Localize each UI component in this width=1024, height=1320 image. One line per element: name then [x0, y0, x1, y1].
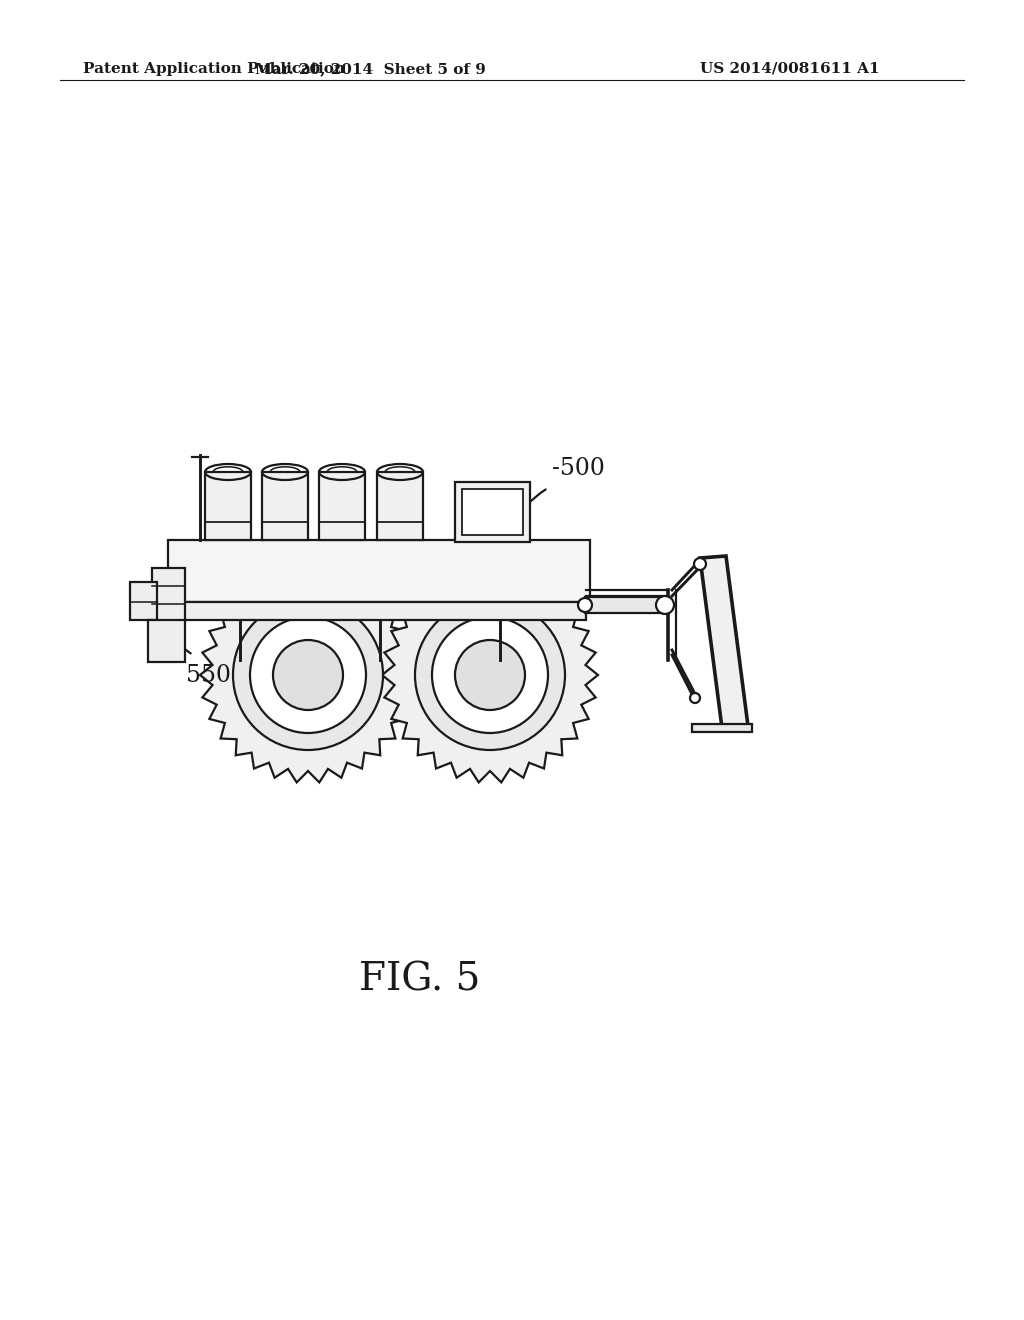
- Polygon shape: [168, 540, 590, 602]
- Polygon shape: [168, 602, 586, 620]
- Text: Patent Application Publication: Patent Application Publication: [83, 62, 345, 77]
- Circle shape: [694, 558, 706, 570]
- Polygon shape: [455, 482, 530, 543]
- Text: Mar. 20, 2014  Sheet 5 of 9: Mar. 20, 2014 Sheet 5 of 9: [255, 62, 485, 77]
- Circle shape: [656, 597, 674, 614]
- Polygon shape: [377, 473, 423, 540]
- Circle shape: [415, 601, 565, 750]
- Circle shape: [578, 598, 592, 612]
- Polygon shape: [205, 473, 251, 540]
- Text: FIG. 5: FIG. 5: [359, 961, 480, 998]
- Polygon shape: [319, 473, 365, 540]
- Text: US 2014/0081611 A1: US 2014/0081611 A1: [700, 62, 880, 77]
- Polygon shape: [585, 597, 665, 612]
- Polygon shape: [262, 473, 308, 540]
- Circle shape: [690, 693, 700, 704]
- Bar: [462, 488, 523, 535]
- Circle shape: [273, 640, 343, 710]
- Circle shape: [432, 616, 548, 733]
- Text: 550: 550: [186, 664, 231, 686]
- Polygon shape: [152, 568, 185, 622]
- Polygon shape: [382, 568, 598, 783]
- Circle shape: [455, 640, 525, 710]
- Circle shape: [233, 601, 383, 750]
- Polygon shape: [692, 723, 752, 733]
- Polygon shape: [700, 556, 748, 729]
- Text: -500: -500: [552, 457, 605, 480]
- Polygon shape: [130, 582, 157, 620]
- Polygon shape: [148, 620, 185, 663]
- Polygon shape: [200, 568, 416, 783]
- Circle shape: [250, 616, 366, 733]
